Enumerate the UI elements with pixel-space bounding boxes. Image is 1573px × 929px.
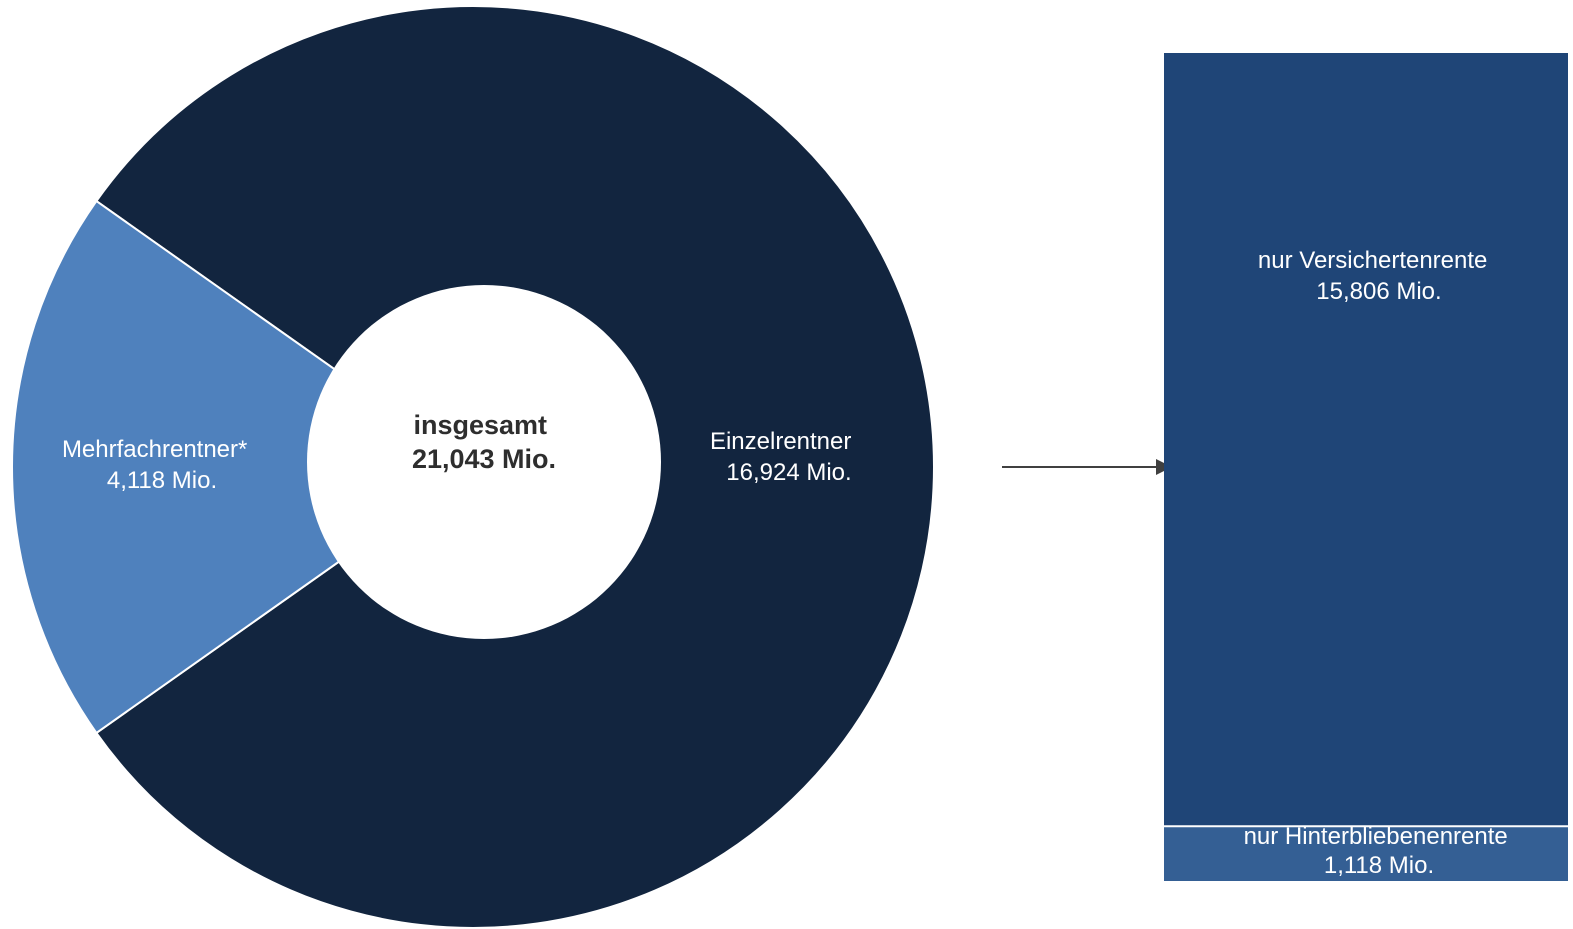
connector-arrow — [1002, 459, 1172, 475]
slice-label-mehrfachrentner-value: 4,118 Mio. — [107, 467, 217, 494]
slice-mehrfachrentner — [11, 200, 474, 734]
slice-label-einzelrentner-name: Einzelrentner — [710, 428, 851, 455]
donut-hole — [307, 285, 661, 639]
bar-label-versichertenrente: nur Versichertenrente 15,806 Mio. — [1258, 247, 1494, 305]
bar-label-hinterbliebenenrente-name: nur Hinterbliebenenrente — [1244, 823, 1508, 850]
bar-segment-versichertenrente — [1164, 53, 1568, 827]
slice-label-einzelrentner-value: 16,924 Mio. — [726, 459, 851, 486]
stacked-bar: nur Versichertenrente 15,806 Mio. nur Hi… — [1164, 53, 1568, 881]
center-label: insgesamt 21,043 Mio. — [412, 410, 556, 474]
center-label-title: insgesamt — [413, 410, 547, 440]
bar-label-hinterbliebenenrente: nur Hinterbliebenenrente 1,118 Mio. — [1244, 823, 1515, 879]
bar-label-versichertenrente-value: 15,806 Mio. — [1316, 278, 1441, 305]
bar-segment-hinterbliebenenrente — [1164, 826, 1568, 881]
center-label-total: 21,043 Mio. — [412, 444, 556, 474]
bar-label-versichertenrente-name: nur Versichertenrente — [1258, 247, 1487, 274]
donut-chart: insgesamt 21,043 Mio. Einzelrentner 16,9… — [11, 5, 935, 929]
slice-label-mehrfachrentner-name: Mehrfachrentner* — [62, 436, 247, 463]
bar-label-hinterbliebenenrente-value: 1,118 Mio. — [1324, 852, 1434, 879]
slice-label-mehrfachrentner: Mehrfachrentner* 4,118 Mio. — [62, 436, 254, 494]
slice-label-einzelrentner: Einzelrentner 16,924 Mio. — [710, 428, 858, 486]
